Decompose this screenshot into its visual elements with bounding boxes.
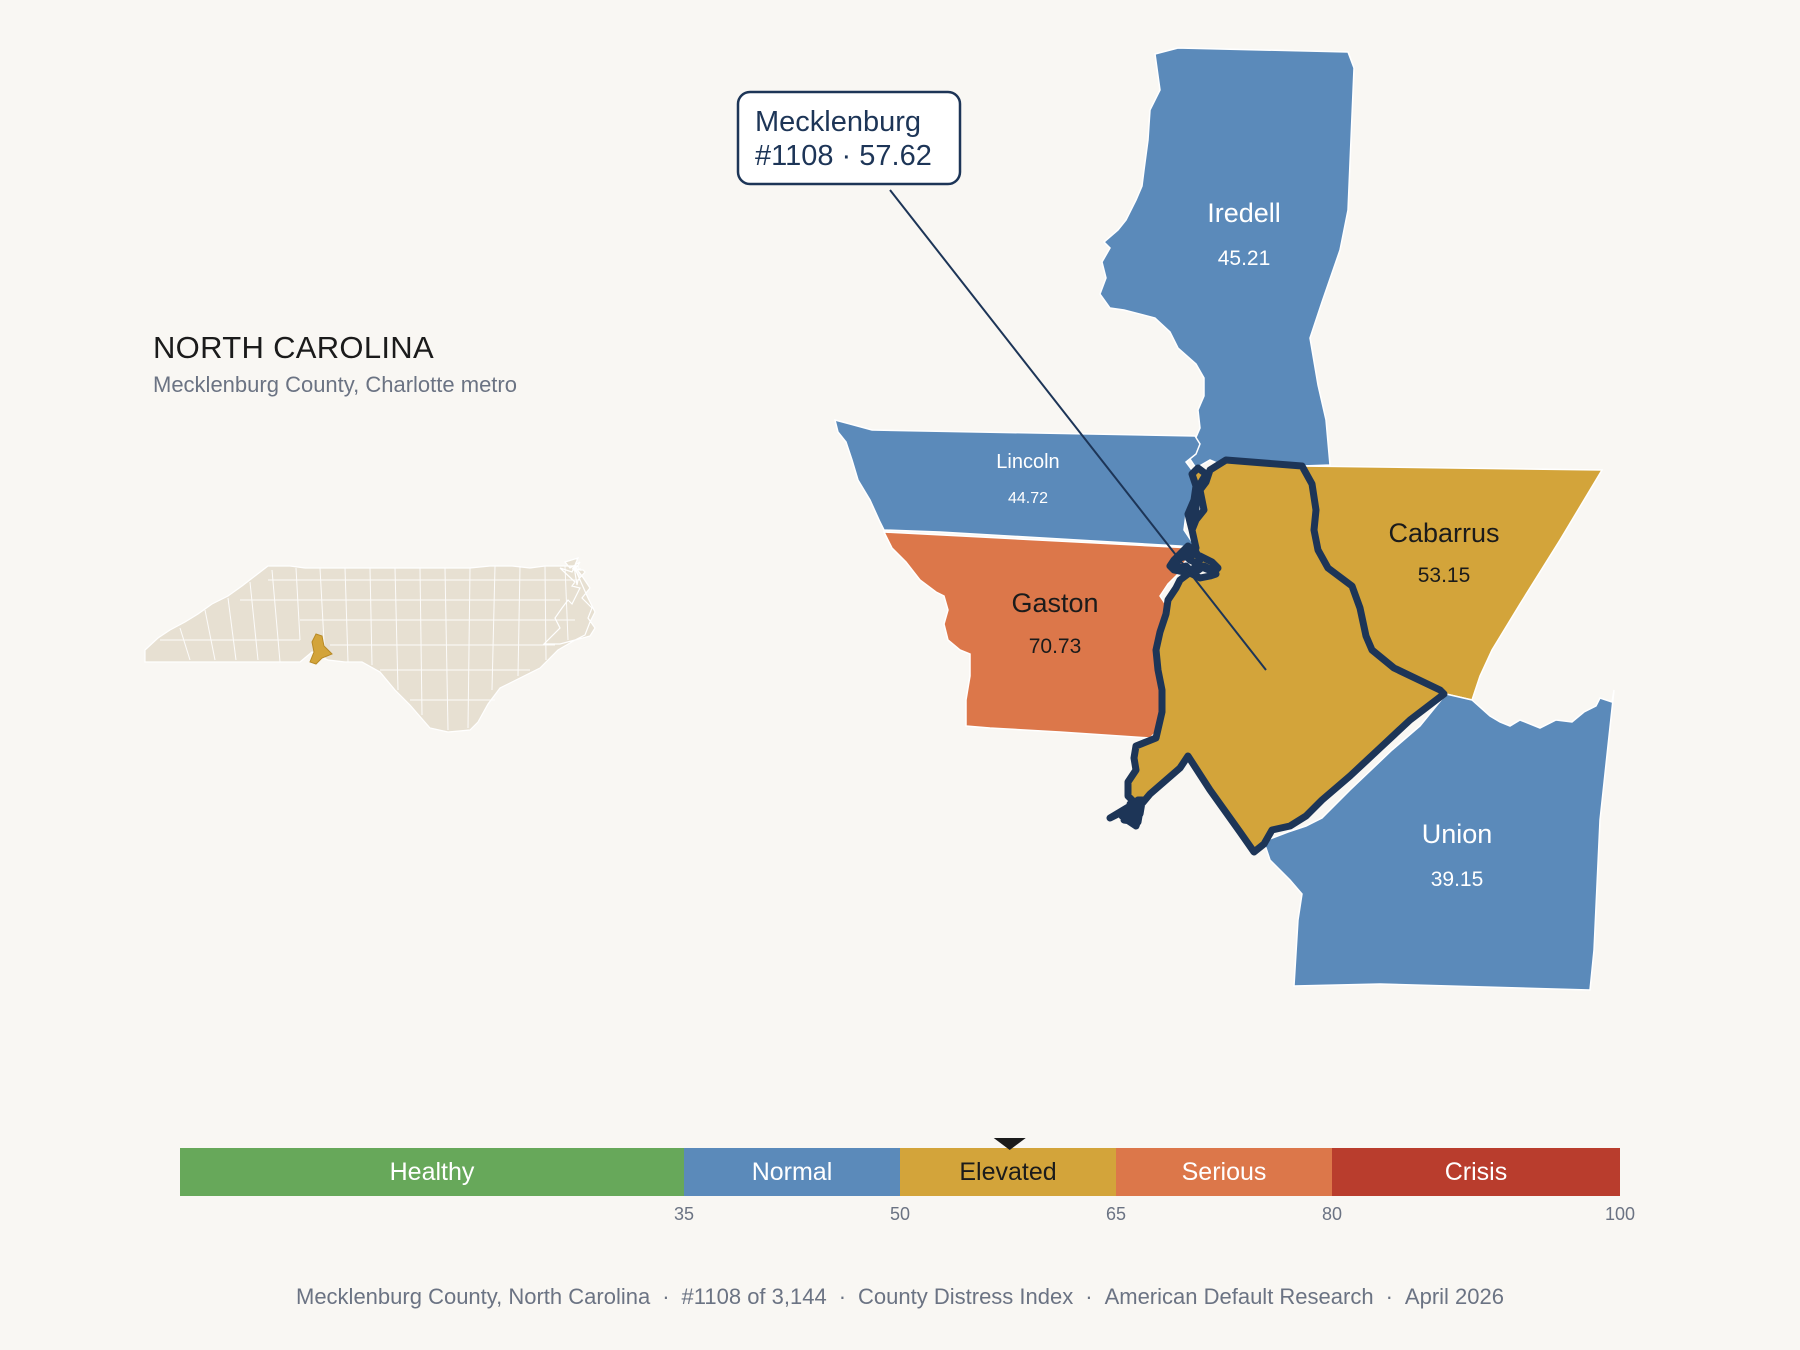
footer-separator: · (838, 1284, 847, 1309)
footer-rank: #1108 of 3,144 (681, 1284, 827, 1309)
locator-mecklenburg-highlight (309, 633, 333, 665)
scale-band-label: Crisis (1445, 1158, 1508, 1186)
scale-tick-label: 50 (890, 1204, 910, 1224)
state-subtitle: Mecklenburg County, Charlotte metro (153, 372, 517, 397)
footer-source: American Default Research (1104, 1284, 1374, 1309)
footer-separator: · (1385, 1284, 1393, 1309)
scale-band-elevated (900, 1148, 1116, 1196)
scale-tick-label: 65 (1106, 1204, 1126, 1224)
county-iredell[interactable] (1099, 47, 1355, 471)
scale-band-label: Healthy (390, 1158, 475, 1186)
label-iredell-value: 45.21 (1218, 247, 1271, 270)
scale-band-label: Serious (1182, 1158, 1267, 1186)
label-union-name: Union (1422, 819, 1493, 849)
county-map (833, 47, 1615, 991)
scale-band-normal (684, 1148, 900, 1196)
callout: Mecklenburg #1108 · 57.62 (736, 90, 1267, 671)
footer: Mecklenburg County, North Carolina · #1108… (0, 1284, 1800, 1310)
callout-rank-value: #1108 · 57.62 (755, 140, 932, 172)
footer-separator: · (1085, 1284, 1093, 1309)
county-union[interactable] (1260, 689, 1615, 991)
callout-leader-line (889, 189, 1267, 671)
county-mecklenburg[interactable] (1106, 456, 1448, 856)
footer-separator: · (662, 1284, 670, 1309)
county-gaston[interactable] (882, 531, 1194, 739)
state-title: NORTH CAROLINA (153, 330, 434, 365)
scale-tick-label: 35 (674, 1204, 694, 1224)
scale-band-label: Elevated (959, 1158, 1056, 1186)
label-gaston-name: Gaston (1011, 588, 1098, 618)
callout-county: Mecklenburg (755, 106, 921, 138)
label-lincoln-name: Lincoln (996, 451, 1059, 473)
scale-band-healthy (180, 1148, 684, 1196)
footer-date: April 2026 (1404, 1284, 1504, 1309)
county-labels: Iredell 45.21 Lincoln 44.72 Gaston 70.73… (996, 198, 1499, 891)
locator-county-lines (160, 565, 580, 731)
scale-tick-label: 80 (1322, 1204, 1342, 1224)
footer-index: County Distress Index (858, 1284, 1074, 1309)
label-cabarrus-name: Cabarrus (1388, 518, 1499, 548)
scale-band-crisis (1332, 1148, 1620, 1196)
footer-county: Mecklenburg County, North Carolina (296, 1284, 651, 1309)
label-gaston-value: 70.73 (1029, 635, 1082, 658)
locator-map (144, 557, 596, 733)
callout-box (736, 90, 962, 186)
scale-band-label: Normal (752, 1158, 833, 1186)
county-lincoln[interactable] (833, 418, 1201, 549)
scale-tick-label: 100 (1605, 1204, 1635, 1224)
label-iredell-name: Iredell (1207, 198, 1281, 228)
label-union-value: 39.15 (1431, 868, 1484, 891)
distress-scale: Healthy Normal Elevated Serious Crisis 35 50 65… (180, 1138, 1635, 1224)
label-lincoln-value: 44.72 (1008, 490, 1048, 507)
scale-marker (993, 1138, 1026, 1150)
scale-band-serious (1116, 1148, 1332, 1196)
label-cabarrus-value: 53.15 (1418, 564, 1471, 587)
